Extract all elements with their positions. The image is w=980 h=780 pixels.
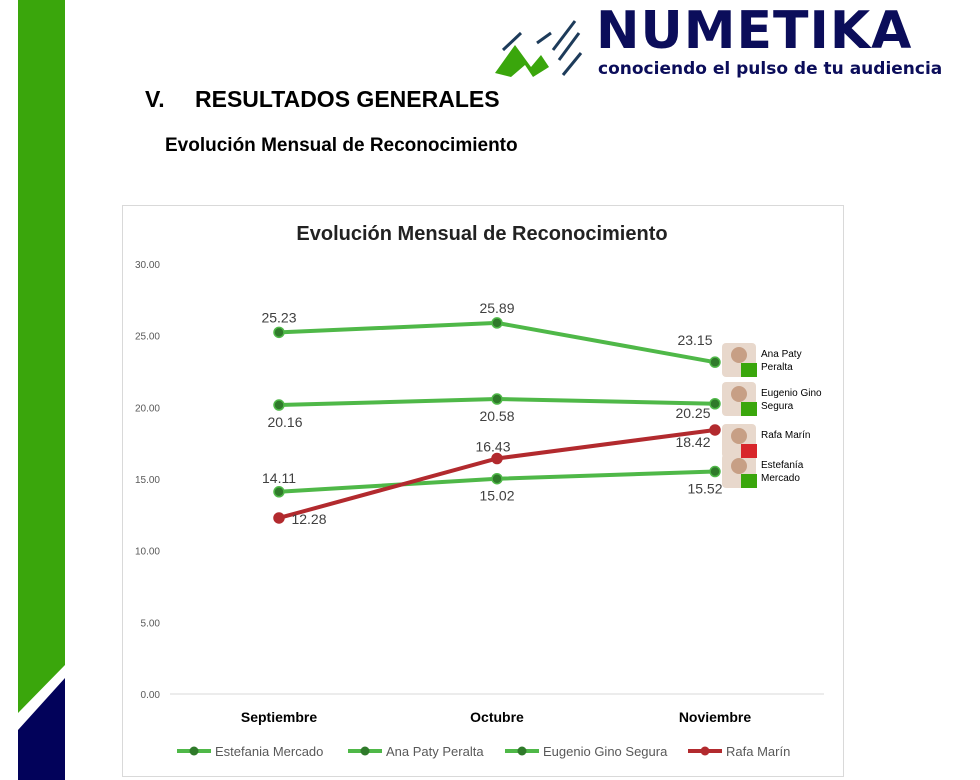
chart-container <box>122 205 844 777</box>
end-label: Ana Paty <box>761 349 802 360</box>
x-tick-label: Noviembre <box>679 709 752 725</box>
data-label: 15.02 <box>479 488 514 504</box>
data-label: 18.42 <box>675 434 710 450</box>
data-point <box>709 356 721 368</box>
legend-entry: Rafa Marín <box>726 744 790 759</box>
legend-entry: Estefania Mercado <box>215 744 323 759</box>
data-point <box>709 398 721 410</box>
end-label: Mercado <box>761 473 800 484</box>
legend-marker <box>517 746 527 756</box>
data-point <box>273 399 285 411</box>
y-tick-label: 20.00 <box>135 403 160 414</box>
end-label: Peralta <box>761 362 793 373</box>
section-title: RESULTADOS GENERALES <box>195 86 500 112</box>
legend-marker <box>189 746 199 756</box>
data-label: 15.52 <box>687 481 722 497</box>
data-label: 20.25 <box>675 405 710 421</box>
candidate-face-icon <box>731 458 747 474</box>
y-tick-label: 25.00 <box>135 332 160 343</box>
end-label: Segura <box>761 401 794 412</box>
data-label: 16.43 <box>475 439 510 455</box>
x-tick-label: Octubre <box>470 709 524 725</box>
data-label: 20.16 <box>267 414 302 430</box>
data-label: 20.58 <box>479 408 514 424</box>
logo-arrows-icon <box>495 20 583 77</box>
data-label: 25.23 <box>261 309 296 325</box>
data-point <box>491 317 503 329</box>
decorative-side-strip <box>18 0 65 780</box>
data-label: 12.28 <box>291 511 326 527</box>
section-heading: V. RESULTADOS GENERALES <box>145 86 500 113</box>
data-point <box>491 452 503 465</box>
series-line-1 <box>278 320 716 365</box>
y-tick-label: 5.00 <box>141 618 161 629</box>
end-label: Eugenio Gino <box>761 388 822 399</box>
party-logo-icon <box>741 402 757 416</box>
data-label: 25.89 <box>479 300 514 316</box>
legend-entry: Ana Paty Peralta <box>386 744 484 759</box>
legend-entry: Eugenio Gino Segura <box>543 744 668 759</box>
data-label: 14.11 <box>262 470 296 486</box>
candidate-face-icon <box>731 347 747 363</box>
party-logo-icon <box>741 474 757 488</box>
data-point <box>273 326 285 339</box>
party-logo-icon <box>741 444 757 458</box>
y-tick-label: 10.00 <box>135 547 160 558</box>
data-point <box>273 512 285 524</box>
x-tick-label: Septiembre <box>241 709 317 725</box>
numetika-logo: NUMETIKA conociendo el pulso de tu audie… <box>493 5 942 80</box>
y-tick-label: 0.00 <box>141 690 161 701</box>
brand-name: NUMETIKA <box>596 1 913 61</box>
data-point <box>491 472 503 485</box>
y-tick-label: 15.00 <box>135 475 160 486</box>
section-number: V. <box>145 86 165 112</box>
candidate-face-icon <box>731 428 747 444</box>
data-point <box>709 424 721 436</box>
end-label: Rafa Marín <box>761 430 810 441</box>
legend-marker <box>360 746 370 756</box>
data-point <box>709 465 721 478</box>
data-point <box>273 486 285 498</box>
chart-title: Evolución Mensual de Reconocimiento <box>296 223 667 245</box>
data-point <box>491 393 503 405</box>
end-label: Estefanía <box>761 460 804 471</box>
legend-marker <box>700 746 710 756</box>
brand-tagline: conociendo el pulso de tu audiencia <box>598 59 943 79</box>
party-logo-icon <box>741 363 757 377</box>
candidate-face-icon <box>731 386 747 402</box>
data-label: 23.15 <box>677 332 712 348</box>
section-subtitle: Evolución Mensual de Reconocimiento <box>165 135 518 156</box>
y-tick-label: 30.00 <box>135 260 160 271</box>
